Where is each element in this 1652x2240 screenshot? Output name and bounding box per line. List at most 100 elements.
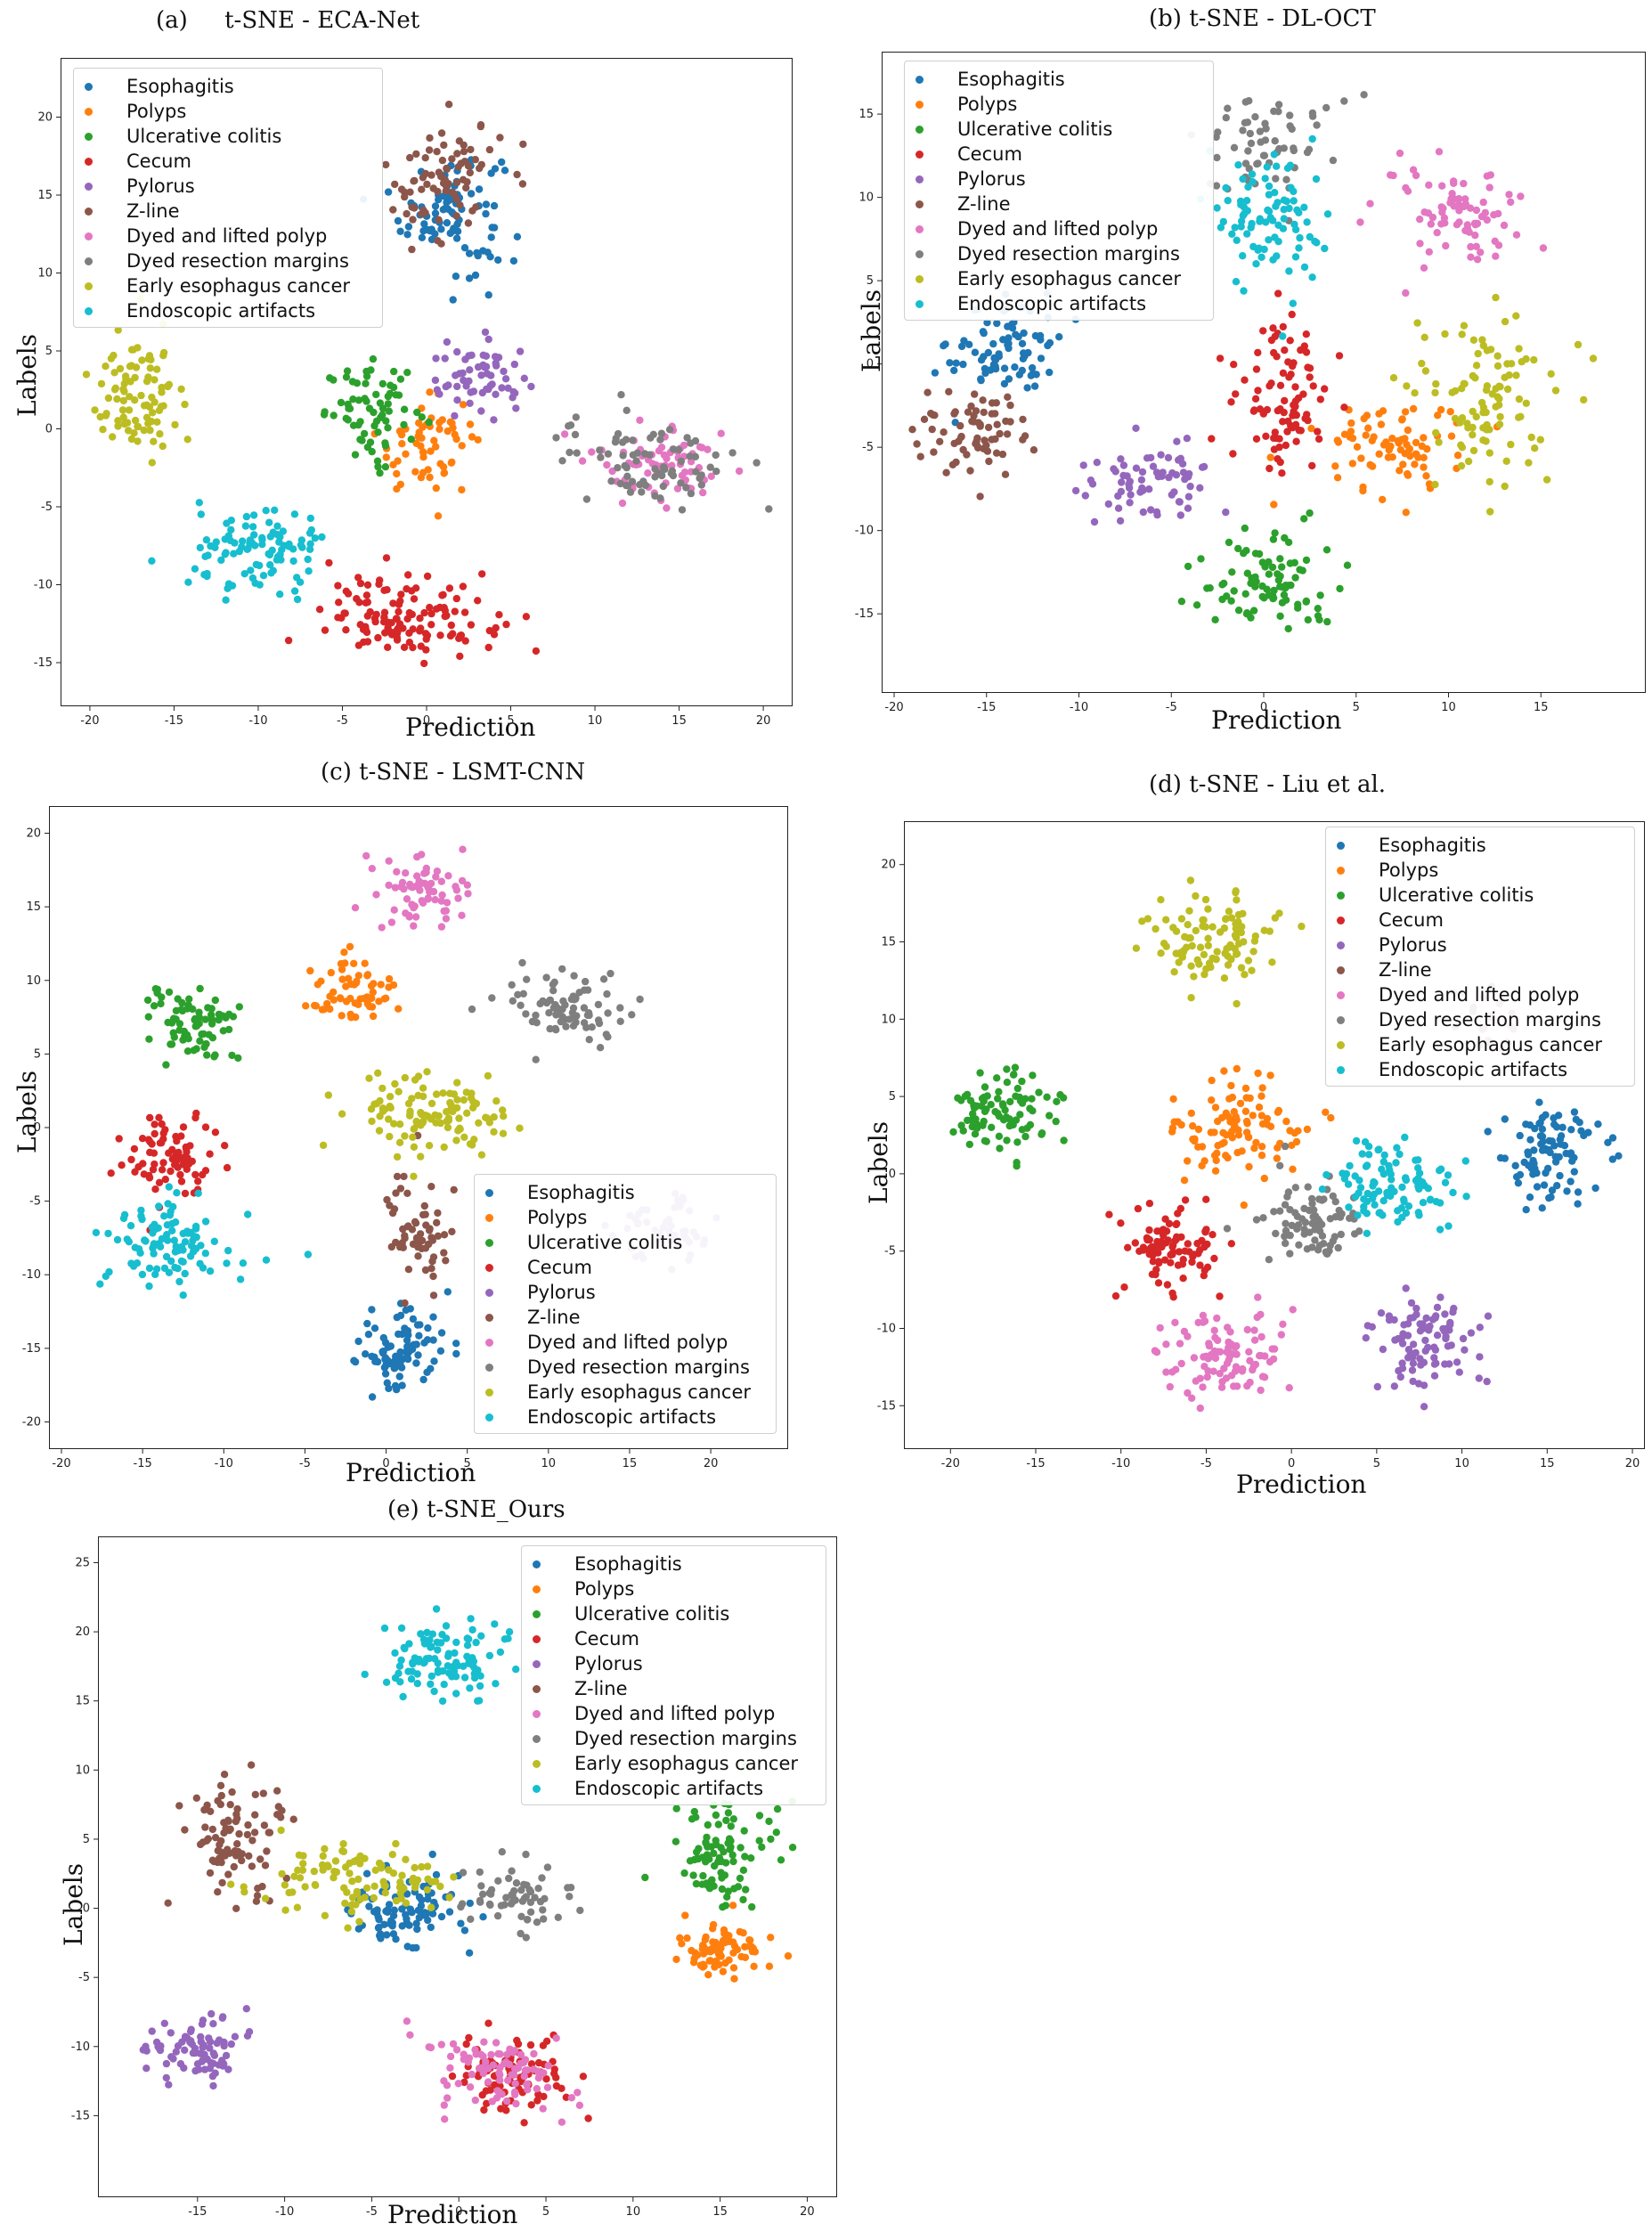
data-point (709, 1920, 718, 1929)
x-tick-label: 5 (464, 1457, 471, 1470)
data-point (191, 1113, 199, 1122)
data-point (472, 203, 480, 211)
legend-item: Dyed resection margins (916, 241, 1204, 266)
data-point (368, 865, 376, 873)
data-point (532, 1055, 540, 1063)
data-point (411, 584, 420, 592)
x-tick-label: 20 (756, 714, 771, 728)
data-point (712, 1957, 720, 1965)
data-point (1246, 129, 1254, 138)
data-point (498, 158, 506, 167)
data-point (546, 1024, 554, 1033)
data-point (127, 1155, 135, 1164)
data-point (311, 534, 319, 542)
data-point (1172, 471, 1181, 479)
data-point (456, 201, 464, 209)
data-point (544, 2062, 552, 2070)
data-point (1239, 175, 1247, 183)
legend-item: Endoscopic artifacts (533, 1776, 817, 1801)
data-point (201, 1015, 209, 1023)
data-point (467, 621, 476, 629)
data-point (1160, 1256, 1169, 1264)
legend-item: Dyed resection margins (533, 1726, 817, 1751)
data-point (1176, 511, 1184, 519)
data-point (1414, 1209, 1422, 1217)
data-point (1203, 1373, 1211, 1381)
data-point (401, 1132, 409, 1140)
data-point (522, 1010, 530, 1018)
data-point (476, 1898, 484, 1906)
legend-marker-icon (85, 257, 93, 265)
data-point (512, 2099, 520, 2108)
data-point (1126, 477, 1134, 485)
data-point (191, 1022, 199, 1030)
data-point (181, 2046, 189, 2054)
data-point (1279, 332, 1287, 340)
y-tick-label: -5 (862, 441, 874, 454)
data-point (1412, 171, 1420, 180)
data-point (1170, 488, 1178, 496)
data-point (1535, 1098, 1543, 1106)
data-point (354, 641, 363, 649)
data-point (265, 518, 273, 526)
data-point (433, 148, 441, 156)
legend-item: Early esophagus cancer (916, 266, 1204, 291)
data-point (526, 1898, 535, 1907)
data-point (1320, 1195, 1328, 1203)
data-point (380, 614, 388, 622)
data-point (1009, 1071, 1018, 1079)
data-point (576, 1906, 584, 1915)
data-point (385, 407, 393, 415)
data-point (1379, 441, 1388, 449)
data-point (1492, 252, 1500, 260)
data-point (1548, 1186, 1557, 1194)
legend-item: Endoscopic artifacts (485, 1405, 767, 1430)
data-point (682, 484, 690, 492)
data-point (1244, 147, 1252, 155)
legend-marker-icon (485, 1213, 493, 1222)
data-point (1526, 1136, 1534, 1144)
data-point (920, 415, 929, 423)
data-point (250, 531, 258, 539)
data-point (1453, 1358, 1461, 1366)
data-point (395, 600, 403, 608)
data-point (1177, 915, 1186, 923)
x-axis-label: Prediction (1211, 705, 1342, 735)
data-point (1445, 1360, 1453, 1368)
legend-marker-icon (916, 249, 924, 258)
data-point (1018, 366, 1026, 375)
data-point (161, 1126, 169, 1134)
data-point (184, 1035, 192, 1043)
data-point (463, 1634, 471, 1642)
data-point (1093, 459, 1101, 467)
data-point (659, 482, 667, 491)
data-point (1331, 1198, 1339, 1206)
data-point (1366, 200, 1374, 208)
data-point (1155, 1258, 1163, 1267)
data-point (1495, 420, 1504, 428)
data-point (1322, 1170, 1331, 1179)
data-point (365, 1902, 373, 1910)
data-point (419, 1092, 427, 1101)
data-point (223, 519, 231, 527)
data-point (1455, 200, 1463, 208)
data-point (160, 1264, 169, 1273)
data-point (1422, 472, 1430, 480)
data-point (517, 1912, 525, 1920)
data-point (1233, 933, 1241, 941)
data-point (187, 1228, 195, 1236)
data-point (1464, 424, 1472, 432)
data-point (1472, 242, 1480, 250)
legend-marker-icon (85, 232, 93, 240)
data-point (1232, 925, 1240, 933)
data-point (210, 2051, 219, 2059)
data-point (210, 1053, 218, 1061)
data-point (1331, 1213, 1339, 1221)
data-point (149, 1244, 157, 1252)
legend-label: Ulcerative colitis (957, 118, 1113, 140)
data-point (1516, 1131, 1524, 1140)
y-tick-label: 10 (37, 267, 53, 281)
data-point (402, 869, 410, 877)
data-point (1281, 1142, 1290, 1151)
data-point (727, 1843, 735, 1851)
